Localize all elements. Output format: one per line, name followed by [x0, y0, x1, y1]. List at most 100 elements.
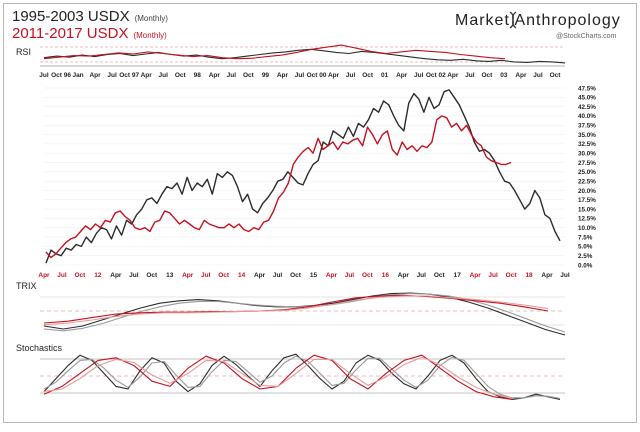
top-tick-label: 98 — [194, 72, 202, 79]
top-tick-label: Jul — [533, 72, 543, 79]
y-tick-label: 32.5% — [578, 141, 596, 148]
stochastics-series — [43, 353, 561, 400]
top-tick-label: 99 — [262, 72, 270, 79]
rsi-label: RSI — [16, 47, 31, 57]
top-tick-label: Apr — [89, 72, 101, 79]
y-tick-label: 10.0% — [578, 225, 596, 232]
bottom-tick-label: 16 — [382, 272, 390, 279]
top-tick-label: Oct — [362, 72, 374, 79]
stochastics-label: Stochastics — [16, 343, 63, 353]
bottom-tick-label: Apr — [38, 272, 50, 279]
rsi-line-0 — [43, 48, 566, 64]
top-tick-label: 03 — [500, 72, 508, 79]
bottom-tick-label: Apr — [326, 272, 338, 279]
bottom-tick-label: Jul — [273, 272, 283, 279]
y-tick-label: 12.5% — [578, 216, 596, 223]
bottom-tick-label: Oct — [434, 272, 446, 279]
top-tick-label: Oct 00 — [307, 72, 327, 79]
top-tick-label: Jul — [107, 72, 117, 79]
top-tick-label: Oct — [481, 72, 493, 79]
price-series — [45, 89, 561, 264]
top-tick-label: 01 — [381, 72, 389, 79]
bottom-tick-label: Oct — [75, 272, 87, 279]
top-tick-label: Apr — [447, 72, 459, 79]
top-tick-label: Jul — [295, 72, 305, 79]
top-tick-label: Jul — [227, 72, 237, 79]
bottom-tick-label: Apr — [541, 272, 553, 279]
source-label: @StockCharts.com — [556, 33, 617, 40]
y-tick-label: 20.0% — [578, 188, 596, 195]
y-tick-label: 40.0% — [578, 113, 596, 120]
rsi-line-1 — [43, 44, 506, 60]
bottom-axis: Apr Jul Oct 12 Apr Jul Oct 13 Apr Jul Oct 14 Apr Jul O… — [38, 272, 569, 279]
top-tick-label: Apr — [396, 72, 408, 79]
rsi-series — [43, 44, 566, 64]
bottom-tick-label: 18 — [525, 272, 533, 279]
bottom-tick-label: Jul — [560, 272, 570, 279]
top-tick-label: Apr — [277, 72, 289, 79]
y-tick-label: 45.0% — [578, 95, 596, 102]
top-tick-label: Apr — [515, 72, 527, 79]
bottom-tick-label: Jul — [129, 272, 139, 279]
bottom-tick-label: 14 — [238, 272, 246, 279]
stochastics-line-3 — [43, 356, 513, 399]
bottom-tick-label: Oct — [218, 272, 230, 279]
bottom-tick-label: Apr — [182, 272, 194, 279]
top-tick-label: Jan — [72, 72, 83, 79]
y-tick-label: 37.5% — [578, 123, 596, 130]
bottom-tick-label: 13 — [166, 272, 174, 279]
bottom-tick-label: Jul — [488, 272, 498, 279]
bottom-tick-label: Apr — [398, 272, 410, 279]
top-tick-label: Jul — [159, 72, 169, 79]
y-tick-label: 2.5% — [578, 253, 593, 260]
y-tick-label: 0.0% — [578, 262, 593, 269]
title-2011-2017: 2011-2017 USDX (Monthly) — [12, 25, 167, 42]
top-tick-label: Apr — [209, 72, 221, 79]
y-tick-label: 30.0% — [578, 151, 596, 158]
y-tick-label: 5.0% — [578, 244, 593, 251]
bottom-tick-label: Oct — [290, 272, 302, 279]
y-tick-label: 22.5% — [578, 178, 596, 185]
top-axis: Jul Oct 96 Jan Apr Jul Oct 97 Apr Jul Oct 98 Apr Ju… — [39, 72, 561, 79]
bottom-tick-label: Jul — [345, 272, 355, 279]
outer-border — [3, 3, 637, 423]
bottom-tick-label: Jul — [201, 272, 211, 279]
bottom-tick-label: Oct — [506, 272, 518, 279]
top-tick-label: Apr — [141, 72, 153, 79]
y-tick-label: 35.0% — [578, 132, 596, 139]
top-tick-label: Oct 02 — [426, 72, 446, 79]
bottom-tick-label: Apr — [110, 272, 122, 279]
y-tick-label: 42.5% — [578, 104, 596, 111]
bottom-tick-label: Oct — [146, 272, 158, 279]
trix-label: TRIX — [16, 281, 37, 291]
top-tick-label: Apr — [328, 72, 340, 79]
trix-line-2 — [43, 294, 549, 324]
bottom-tick-label: 17 — [454, 272, 462, 279]
y-tick-label: 27.5% — [578, 160, 596, 167]
top-tick-label: Oct 97 — [119, 72, 139, 79]
bottom-tick-label: Oct — [362, 272, 374, 279]
price-y-axis: 47.5% 45.0% 42.5% 40.0% 37.5% 35.0% 32.5% 30.0%… — [44, 85, 596, 269]
y-tick-label: 7.5% — [578, 234, 593, 241]
top-tick-label: Oct — [243, 72, 255, 79]
top-tick-label: Jul — [465, 72, 475, 79]
bottom-tick-label: 15 — [310, 272, 318, 279]
top-tick-label: Oct 96 — [51, 72, 71, 79]
bottom-tick-label: Jul — [417, 272, 427, 279]
stochastics-line-1 — [43, 355, 561, 399]
y-tick-label: 17.5% — [578, 197, 596, 204]
top-tick-label: Jul — [39, 72, 49, 79]
title-1995-2003: 1995-2003 USDX (Monthly) — [12, 8, 168, 25]
top-tick-label: Jul — [346, 72, 356, 79]
top-tick-label: Oct — [175, 72, 187, 79]
top-tick-label: Jul — [414, 72, 424, 79]
series-line-2011-2017 — [45, 115, 512, 259]
brand-name: Market Anthropology — [455, 12, 621, 29]
trix-series — [43, 292, 566, 336]
y-tick-label: 25.0% — [578, 169, 596, 176]
y-tick-label: 47.5% — [578, 85, 596, 92]
dna-logo-icon — [509, 11, 517, 29]
bottom-tick-label: 12 — [94, 272, 102, 279]
